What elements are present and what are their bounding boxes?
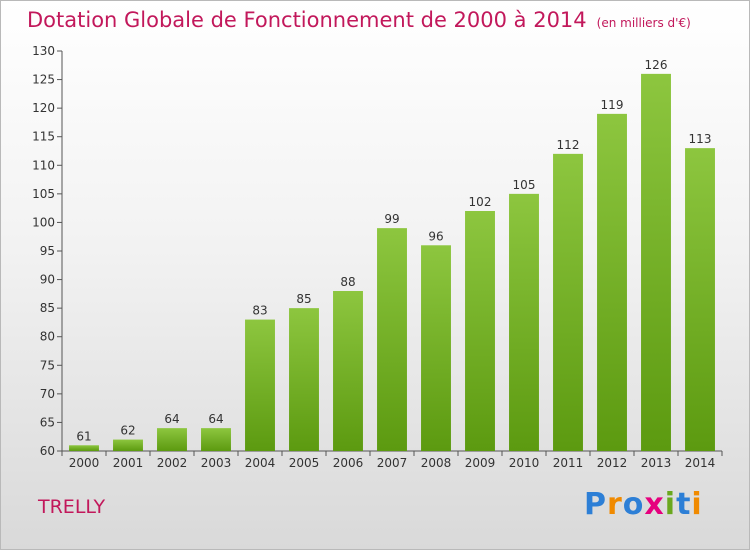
x-tick-label: 2000	[69, 456, 100, 470]
x-tick-label: 2008	[421, 456, 452, 470]
bar	[245, 319, 275, 451]
bar	[201, 428, 231, 451]
bar-value-label: 83	[252, 304, 267, 318]
bar	[641, 73, 671, 451]
bar	[289, 308, 319, 451]
bar	[113, 439, 143, 451]
x-tick-label: 2005	[289, 456, 320, 470]
y-tick-label: 105	[32, 187, 55, 201]
commune-name: TRELLY	[38, 496, 106, 518]
y-tick-label: 120	[32, 101, 55, 115]
bar	[157, 428, 187, 451]
bar-value-label: 61	[76, 429, 91, 443]
y-tick-label: 85	[40, 301, 55, 315]
y-tick-label: 100	[32, 215, 55, 229]
x-tick-label: 2001	[113, 456, 144, 470]
bar	[333, 291, 363, 451]
x-tick-label: 2003	[201, 456, 232, 470]
x-tick-label: 2004	[245, 456, 276, 470]
bar	[69, 445, 99, 451]
x-tick-label: 2012	[597, 456, 628, 470]
bar-value-label: 99	[384, 212, 399, 226]
x-tick-label: 2014	[685, 456, 716, 470]
logo-letter: i	[664, 487, 677, 522]
y-tick-label: 70	[40, 387, 55, 401]
y-tick-label: 95	[40, 244, 55, 258]
bar-value-label: 126	[645, 58, 668, 72]
logo-letter: i	[691, 487, 703, 522]
y-tick-label: 80	[40, 330, 55, 344]
bar	[509, 193, 539, 451]
bar-value-label: 96	[428, 229, 443, 243]
x-tick-label: 2002	[157, 456, 188, 470]
x-tick-label: 2009	[465, 456, 496, 470]
y-tick-label: 75	[40, 358, 55, 372]
bar	[597, 113, 627, 451]
y-tick-label: 90	[40, 273, 55, 287]
bar-value-label: 112	[557, 138, 580, 152]
chart-unit: (en milliers d'€)	[596, 16, 691, 30]
x-tick-label: 2013	[641, 456, 672, 470]
bar	[421, 245, 451, 451]
x-tick-label: 2011	[553, 456, 584, 470]
bar-value-label: 88	[340, 275, 355, 289]
logo-letter: P	[584, 487, 607, 522]
y-tick-label: 125	[32, 73, 55, 87]
logo-letter: r	[607, 487, 623, 522]
x-axis: 2000 2001 2002 2003 2004 2005 2006 2007 2008 2009…	[61, 450, 723, 470]
y-axis: 60 65 70 75 80 85 90 95 100 105 110 115 120 125 130	[32, 44, 63, 458]
bar	[377, 228, 407, 451]
logo-letter: o	[622, 487, 645, 522]
x-tick-label: 2010	[509, 456, 540, 470]
x-tick-label: 2007	[377, 456, 408, 470]
chart-title-block: Dotation Globale de Fonctionnement de 20…	[27, 8, 691, 32]
logo-letter: t	[676, 487, 692, 522]
bar-value-label: 64	[208, 412, 223, 426]
logo-letter: x	[644, 487, 665, 522]
bar	[685, 148, 715, 451]
bar-value-label: 105	[513, 178, 536, 192]
bar-value-label: 64	[164, 412, 179, 426]
y-tick-label: 65	[40, 415, 55, 429]
bar-value-label: 119	[601, 98, 624, 112]
y-tick-label: 130	[32, 44, 55, 58]
y-tick-label: 110	[32, 158, 55, 172]
bar	[465, 211, 495, 451]
x-tick-label: 2006	[333, 456, 364, 470]
bar	[553, 153, 583, 451]
y-tick-label: 60	[40, 444, 55, 458]
bar-value-label: 113	[689, 132, 712, 146]
bars: 61 62 64 64 83 85 88 99 96 102 105 112 119 126 113	[69, 58, 715, 451]
proxiti-logo: Proxiti	[584, 487, 703, 522]
bar-value-label: 62	[120, 424, 135, 438]
bar-value-label: 102	[469, 195, 492, 209]
chart-title: Dotation Globale de Fonctionnement de 20…	[27, 8, 587, 32]
y-tick-label: 115	[32, 130, 55, 144]
bar-value-label: 85	[296, 292, 311, 306]
